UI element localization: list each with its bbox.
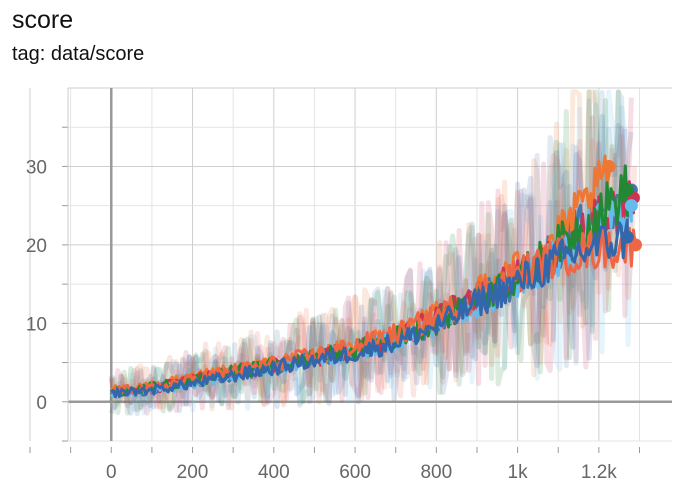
y-tick-label: 20 [26, 236, 47, 257]
series-end-markers [602, 159, 642, 252]
y-tick-label: 30 [26, 157, 47, 178]
y-tick-label: 10 [26, 314, 47, 335]
series-end-point [620, 183, 634, 197]
chart-title: score [12, 6, 74, 34]
raw-series-band [108, 133, 638, 411]
y-tick-label: 0 [36, 393, 47, 414]
x-tick-label: 200 [177, 462, 209, 483]
series-end-point [602, 159, 616, 173]
x-tick-label: 0 [106, 462, 117, 483]
x-tick-label: 600 [339, 462, 371, 483]
x-tick-label: 1.2k [581, 462, 617, 483]
x-tick-label: 1k [508, 462, 529, 483]
chart-subtitle: tag: data/score [12, 43, 145, 65]
series-end-point [624, 199, 638, 213]
raw-series-band [108, 114, 628, 416]
smoothed-series-lines [109, 154, 637, 399]
series-end-point [628, 238, 642, 252]
tick-labels: 0 200 400 600 800 1k 1.2k 0 10 20 30 [26, 157, 617, 483]
axes [67, 88, 672, 441]
x-tick-label: 800 [420, 462, 452, 483]
series-end-point [620, 230, 634, 244]
series-line [110, 218, 629, 399]
x-tick-label: 400 [258, 462, 290, 483]
